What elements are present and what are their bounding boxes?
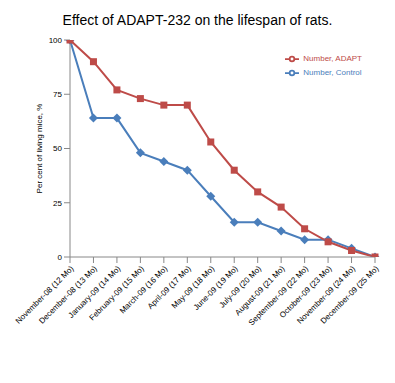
svg-text:March-09 (16 Mo): March-09 (16 Mo) (118, 264, 170, 316)
svg-text:July-09 (20 Mo): July-09 (20 Mo) (217, 264, 264, 310)
svg-text:50: 50 (53, 144, 62, 153)
svg-text:June-09 (19 Mo): June-09 (19 Mo) (191, 264, 240, 312)
html-text:Number, ADAPT: Number, ADAPT (303, 54, 362, 64)
svg-text:0: 0 (58, 253, 63, 262)
svg-text:Per cent of living mice, %: Per cent of living mice, % (35, 104, 44, 194)
svg-text:September-09 (22 Mo): September-09 (22 Mo) (246, 264, 310, 328)
svg-text:November-08 (12 Mo): November-08 (12 Mo) (13, 264, 76, 326)
html-text:Effect of ADAPT-232 on the lif: Effect of ADAPT-232 on the lifespan of r… (62, 12, 333, 28)
svg-text:February-09 (15 Mo): February-09 (15 Mo) (87, 264, 146, 323)
svg-text:25: 25 (53, 199, 62, 208)
svg-text:October-09 (23 Mo): October-09 (23 Mo) (277, 264, 334, 320)
svg-text:December-09 (25 Mo): December-09 (25 Mo) (319, 264, 381, 326)
svg-text:May-09 (18 Mo): May-09 (18 Mo) (169, 264, 217, 311)
svg-text:100: 100 (49, 36, 63, 45)
svg-text:August-09 (21 Mo): August-09 (21 Mo) (233, 264, 287, 318)
svg-text:January-09 (14 Mo): January-09 (14 Mo) (66, 264, 123, 320)
html-text:Number, Control: Number, Control (303, 68, 362, 78)
svg-text:November-09 (24 Mo): November-09 (24 Mo) (295, 264, 357, 326)
svg-text:April-09 (17 Mo): April-09 (17 Mo) (145, 264, 193, 311)
svg-text:75: 75 (53, 90, 62, 99)
svg-text:December-08 (13 Mo): December-08 (13 Mo) (37, 264, 99, 326)
